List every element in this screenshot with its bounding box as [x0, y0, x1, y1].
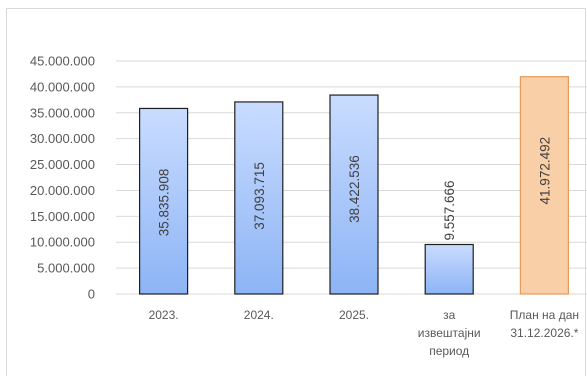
y-tick-label: 5.000.000	[37, 261, 95, 276]
x-tick-label: План на дан 31.12.2026.*	[510, 308, 579, 340]
x-tick-line: План на дан	[510, 308, 579, 322]
bar	[139, 107, 189, 295]
bars	[139, 76, 570, 295]
x-tick-label: 2023.	[149, 308, 179, 322]
x-tick-line: за	[443, 308, 456, 322]
chart-frame	[6, 8, 586, 376]
value-label: 9.557.666	[442, 180, 457, 240]
y-tick-label: 25.000.000	[30, 157, 95, 172]
value-label: 41.972.492	[537, 137, 552, 205]
x-tick-line: 2023.	[149, 308, 179, 322]
y-tick-label: 15.000.000	[30, 209, 95, 224]
value-label: 37.093.715	[252, 162, 267, 230]
x-tick-line: 2024.	[244, 308, 274, 322]
value-label: 35.835.908	[157, 169, 172, 237]
x-tick-line: извештајни	[418, 326, 481, 340]
y-tick-label: 35.000.000	[30, 105, 95, 120]
y-tick-label: 30.000.000	[30, 131, 95, 146]
y-tick-label: 45.000.000	[30, 54, 95, 69]
bar	[424, 243, 474, 295]
y-axis-ticks: 0 5.000.000 10.000.000 15.000.000 20.000.000…	[30, 54, 95, 302]
x-tick-label: 2025.	[339, 308, 369, 322]
x-axis-ticks: 2023. 2024. 2025. за извештајни период План на…	[149, 308, 579, 358]
x-tick-label: 2024.	[244, 308, 274, 322]
y-tick-label: 20.000.000	[30, 183, 95, 198]
y-tick-label: 10.000.000	[30, 235, 95, 250]
bar	[329, 94, 379, 295]
x-tick-line: 2025.	[339, 308, 369, 322]
y-tick-label: 40.000.000	[30, 79, 95, 94]
value-labels: 35.835.908 37.093.715 38.422.536 9.557.666 4…	[157, 137, 553, 241]
y-tick-label: 0	[88, 287, 95, 302]
bar	[234, 101, 284, 295]
bar	[519, 76, 570, 295]
value-label: 38.422.536	[347, 155, 362, 223]
x-tick-line: 31.12.2026.*	[510, 326, 578, 340]
x-tick-line: период	[429, 344, 469, 358]
x-tick-label: за извештајни период	[418, 308, 481, 358]
